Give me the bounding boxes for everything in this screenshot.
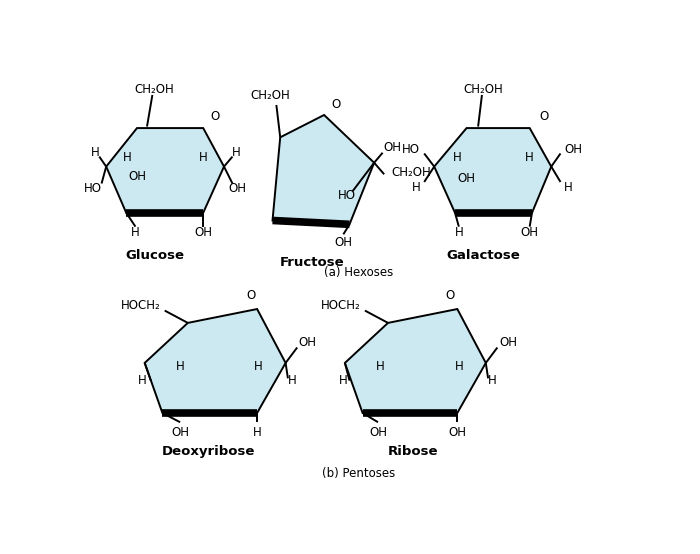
- Text: H: H: [232, 146, 241, 159]
- Text: H: H: [454, 360, 463, 373]
- Text: OH: OH: [369, 427, 387, 439]
- Text: H: H: [564, 181, 573, 194]
- Text: OH: OH: [564, 143, 582, 156]
- Polygon shape: [434, 128, 552, 213]
- Text: O: O: [331, 99, 340, 111]
- Text: O: O: [246, 289, 256, 302]
- Text: H: H: [288, 374, 297, 387]
- Text: Galactose: Galactose: [447, 249, 520, 261]
- Text: H: H: [91, 146, 100, 159]
- Text: O: O: [445, 289, 454, 302]
- Text: Ribose: Ribose: [387, 445, 438, 458]
- Text: H: H: [123, 151, 132, 164]
- Text: OH: OH: [129, 170, 147, 183]
- Text: H: H: [453, 151, 462, 164]
- Text: (b) Pentoses: (b) Pentoses: [322, 466, 395, 480]
- Text: CH₂OH: CH₂OH: [391, 166, 430, 179]
- Text: H: H: [376, 360, 385, 373]
- Text: H: H: [139, 374, 147, 387]
- Text: OH: OH: [458, 172, 475, 184]
- Text: HOCH₂: HOCH₂: [121, 299, 161, 312]
- Text: H: H: [525, 151, 534, 164]
- Text: OH: OH: [448, 427, 466, 439]
- Text: CH₂OH: CH₂OH: [463, 83, 503, 96]
- Text: Glucose: Glucose: [125, 249, 184, 261]
- Text: OH: OH: [194, 225, 212, 239]
- Text: OH: OH: [521, 225, 539, 239]
- Text: OH: OH: [299, 336, 316, 348]
- Text: H: H: [454, 225, 463, 239]
- Text: O: O: [210, 110, 219, 123]
- Polygon shape: [345, 309, 486, 413]
- Text: OH: OH: [499, 336, 517, 348]
- Polygon shape: [272, 115, 374, 224]
- Text: HO: HO: [338, 189, 356, 202]
- Text: Fructose: Fructose: [280, 257, 345, 269]
- Text: OH: OH: [335, 235, 352, 249]
- Text: Deoxyribose: Deoxyribose: [162, 445, 256, 458]
- Text: HOCH₂: HOCH₂: [321, 299, 361, 312]
- Text: (a) Hexoses: (a) Hexoses: [324, 266, 393, 279]
- Text: H: H: [488, 374, 497, 387]
- Text: OH: OH: [229, 182, 247, 194]
- Polygon shape: [106, 128, 224, 213]
- Text: H: H: [199, 151, 208, 164]
- Text: H: H: [412, 181, 420, 194]
- Polygon shape: [145, 309, 286, 413]
- Text: H: H: [254, 360, 263, 373]
- Text: H: H: [339, 374, 347, 387]
- Text: O: O: [539, 110, 548, 123]
- Text: CH₂OH: CH₂OH: [251, 89, 290, 102]
- Text: OH: OH: [171, 427, 189, 439]
- Text: H: H: [253, 427, 262, 439]
- Text: CH₂OH: CH₂OH: [135, 83, 174, 96]
- Text: OH: OH: [384, 141, 401, 154]
- Text: H: H: [176, 360, 185, 373]
- Text: HO: HO: [84, 182, 102, 194]
- Text: H: H: [131, 225, 140, 239]
- Text: HO: HO: [402, 143, 420, 156]
